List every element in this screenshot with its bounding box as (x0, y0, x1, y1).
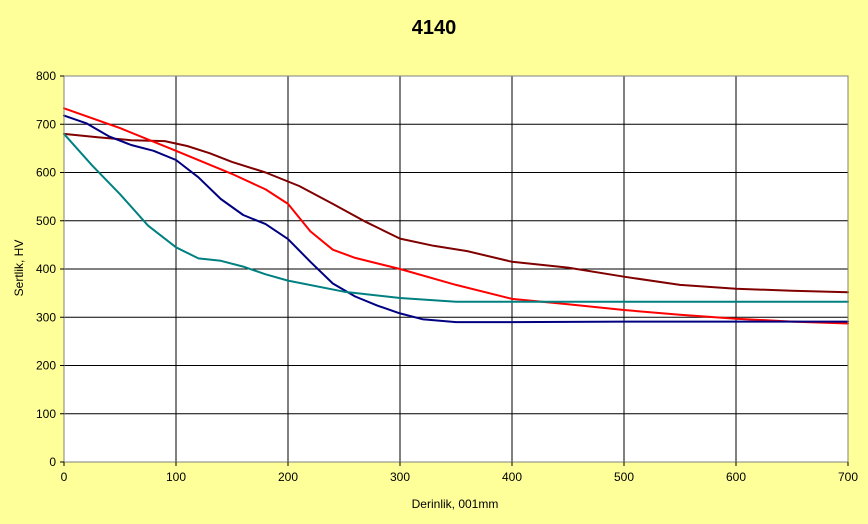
y-tick-label: 400 (36, 262, 56, 276)
y-tick-label: 200 (36, 359, 56, 373)
series-line-2 (63, 107, 849, 325)
chart-title: 4140 (412, 17, 457, 39)
y-tick-label: 300 (36, 310, 56, 324)
y-tick-label: 600 (36, 166, 56, 180)
series-line-1 (63, 132, 849, 294)
series-line-3 (63, 114, 849, 324)
x-tick-label: 700 (838, 470, 858, 484)
x-tick-label: 400 (502, 470, 522, 484)
series-line-4 (63, 132, 849, 303)
x-axis-title: Derinlik, 001mm (412, 497, 499, 511)
y-tick-label: 0 (49, 455, 56, 469)
x-tick-label: 300 (390, 470, 410, 484)
x-tick-label: 500 (614, 470, 634, 484)
y-tick-label: 800 (36, 69, 56, 83)
x-tick-label: 100 (166, 470, 186, 484)
y-tick-label: 100 (36, 407, 56, 421)
x-axis: 0 100 200 300 400 500 600 700 (61, 462, 858, 484)
y-axis-title: Sertlik, HV (12, 240, 26, 297)
series-group (63, 107, 849, 325)
y-tick-label: 500 (36, 214, 56, 228)
x-tick-label: 0 (61, 470, 68, 484)
x-tick-label: 200 (278, 470, 298, 484)
y-tick-label: 700 (36, 117, 56, 131)
x-tick-label: 600 (726, 470, 746, 484)
y-axis: 0 100 200 300 400 500 600 700 800 (36, 69, 64, 469)
